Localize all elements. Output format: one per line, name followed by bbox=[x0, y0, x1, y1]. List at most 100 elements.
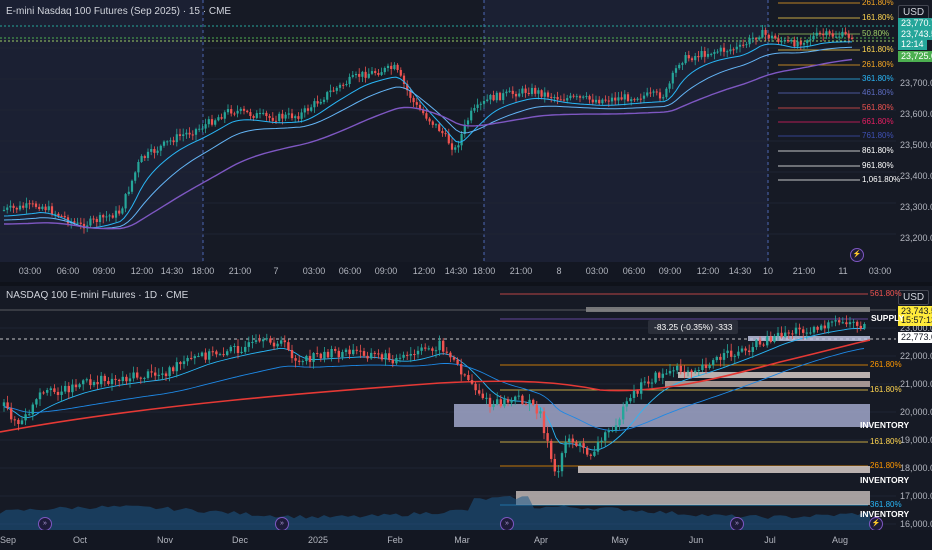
event-icon-3[interactable]: » bbox=[500, 517, 514, 531]
fib-label: 1,061.80% bbox=[862, 175, 901, 184]
candle-body bbox=[319, 101, 322, 104]
lightning-icon[interactable]: ⚡ bbox=[850, 248, 864, 262]
time-axis-label: Jun bbox=[688, 535, 704, 545]
candle-body bbox=[322, 99, 326, 102]
candle-body bbox=[769, 336, 772, 342]
candle-body bbox=[534, 87, 537, 94]
candle-body bbox=[89, 218, 92, 226]
candle-body bbox=[473, 107, 476, 111]
intraday-time-axis[interactable]: 03:00 06:00 09:00 12:00 14:30 18:00 21:00 7 03:0… bbox=[0, 262, 932, 282]
candle-body bbox=[332, 90, 335, 92]
candle-body bbox=[620, 97, 623, 100]
time-axis-label: 11 bbox=[838, 266, 848, 276]
candle-body bbox=[35, 399, 38, 405]
candle-body bbox=[489, 94, 492, 100]
candle-body bbox=[341, 351, 344, 358]
daily-chart-pane[interactable]: NASDAQ 100 E-mini Futures · 1D · CME USD… bbox=[0, 286, 932, 531]
candle-body bbox=[658, 92, 662, 99]
candle-body bbox=[470, 380, 474, 384]
candle-body bbox=[319, 353, 322, 359]
time-axis-label: 03:00 bbox=[302, 266, 326, 276]
event-icon-4[interactable]: » bbox=[730, 517, 744, 531]
candle-body bbox=[166, 141, 169, 143]
daily-currency-button[interactable]: USD bbox=[898, 290, 930, 305]
candle-body bbox=[623, 94, 626, 100]
candle-body bbox=[596, 441, 600, 452]
price-tag: 12:14 bbox=[898, 39, 927, 50]
ema-fast bbox=[3, 328, 865, 451]
candle-body bbox=[402, 75, 406, 84]
inventory-zone-b bbox=[665, 381, 870, 387]
candle-body bbox=[303, 108, 306, 113]
time-axis-label: 03:00 bbox=[585, 266, 609, 276]
ma-fast bbox=[3, 41, 852, 229]
lightning-icon-daily[interactable]: ⚡ bbox=[869, 517, 883, 531]
event-icon-2[interactable]: » bbox=[275, 517, 289, 531]
candle-body bbox=[154, 372, 157, 376]
candle-body bbox=[488, 397, 492, 407]
candle-body bbox=[527, 92, 530, 94]
candle-body bbox=[218, 354, 222, 356]
candle-body bbox=[373, 352, 376, 354]
candle-body bbox=[42, 392, 45, 394]
candle-body bbox=[107, 381, 110, 385]
candle-body bbox=[366, 355, 369, 359]
intraday-chart-pane[interactable]: E-mini Nasdaq 100 Futures (Sep 2025) · 1… bbox=[0, 0, 932, 274]
candle-body bbox=[348, 349, 351, 355]
intraday-chart-canvas[interactable] bbox=[0, 0, 932, 262]
candle-body bbox=[582, 443, 585, 448]
candle-body bbox=[399, 69, 402, 76]
ma-slow bbox=[4, 58, 853, 230]
candle-body bbox=[281, 113, 284, 119]
candle-body bbox=[847, 33, 850, 38]
candle-body bbox=[830, 321, 834, 323]
candle-body bbox=[564, 441, 567, 454]
candle-body bbox=[850, 37, 854, 39]
candle-body bbox=[532, 399, 535, 405]
supply-zone-2 bbox=[748, 336, 870, 341]
candle-body bbox=[767, 34, 770, 39]
time-axis-label: Oct bbox=[72, 535, 88, 545]
candle-body bbox=[460, 363, 463, 375]
candle-body bbox=[316, 101, 319, 104]
candle-body bbox=[740, 348, 744, 352]
candle-body bbox=[252, 116, 255, 118]
candle-body bbox=[422, 109, 425, 114]
candle-body bbox=[665, 88, 668, 98]
candle-body bbox=[338, 84, 342, 88]
price-axis-label: 23,700.00 bbox=[900, 78, 932, 88]
candle-body bbox=[57, 213, 60, 216]
candle-body bbox=[495, 92, 498, 101]
candle-body bbox=[796, 41, 799, 47]
candle-body bbox=[146, 151, 150, 158]
candle-body bbox=[383, 68, 386, 73]
candle-body bbox=[28, 414, 31, 416]
candle-body bbox=[323, 351, 326, 359]
candle-body bbox=[143, 377, 146, 379]
candle-body bbox=[47, 206, 50, 211]
candle-body bbox=[809, 332, 812, 334]
daily-time-axis[interactable]: Sep Oct Nov Dec 2025 Feb Mar Apr May Jun Jul Aug bbox=[0, 530, 932, 550]
candle-body bbox=[761, 30, 764, 38]
candle-body bbox=[456, 359, 459, 364]
candle-body bbox=[409, 90, 412, 98]
candle-body bbox=[762, 344, 765, 346]
candle-body bbox=[559, 99, 562, 101]
candle-body bbox=[784, 332, 787, 337]
candle-body bbox=[514, 93, 518, 97]
candle-body bbox=[380, 354, 384, 360]
candle-body bbox=[438, 124, 441, 131]
daily-chart-canvas[interactable] bbox=[0, 286, 932, 530]
pane-separator[interactable] bbox=[0, 282, 932, 286]
candle-body bbox=[614, 97, 617, 101]
candle-body bbox=[427, 348, 430, 350]
candle-body bbox=[67, 385, 70, 393]
event-icon-1[interactable]: » bbox=[38, 517, 52, 531]
candle-body bbox=[812, 326, 816, 333]
candle-body bbox=[546, 92, 550, 97]
candle-body bbox=[53, 388, 56, 392]
candle-body bbox=[607, 100, 610, 102]
candle-body bbox=[524, 403, 528, 405]
candle-body bbox=[816, 326, 819, 330]
candle-body bbox=[233, 113, 236, 115]
